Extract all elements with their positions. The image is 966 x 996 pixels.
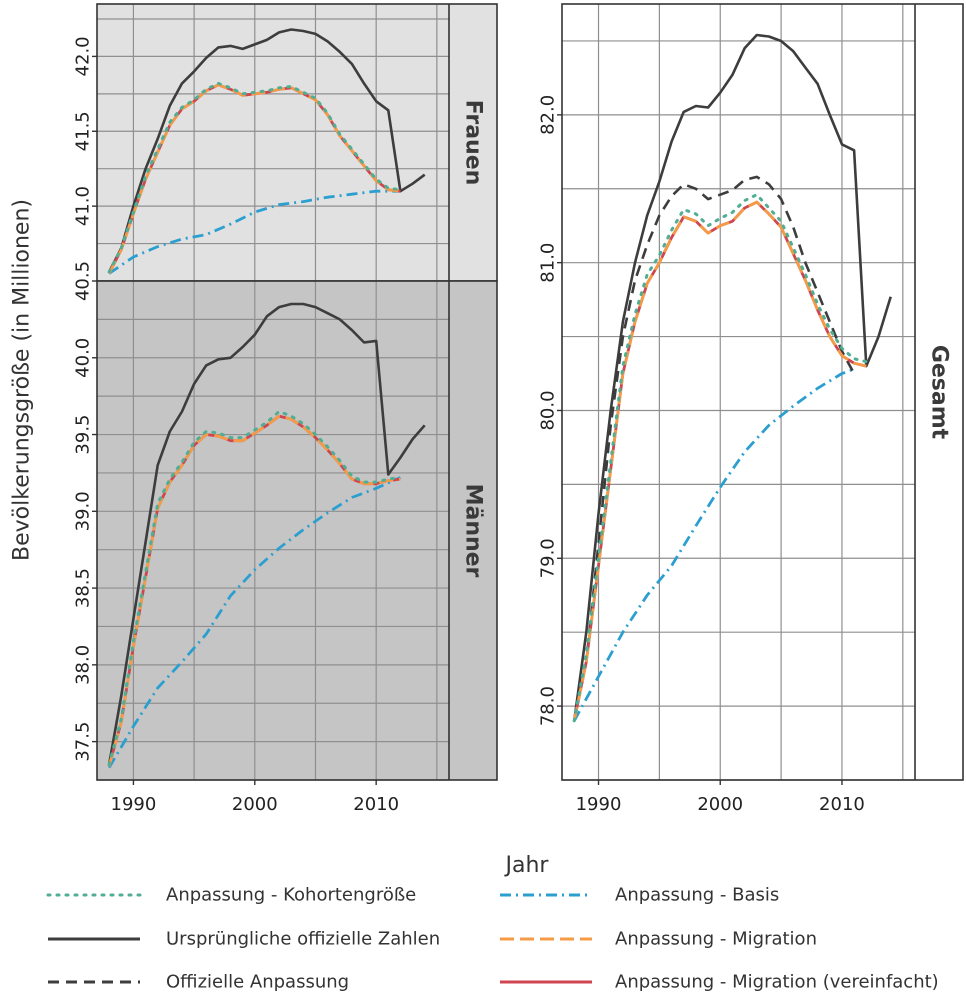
panel-frame xyxy=(561,3,964,781)
y-tick-label: 38.0 xyxy=(73,645,94,685)
y-tick-label: 41.5 xyxy=(73,111,94,151)
x-tick-label: 2010 xyxy=(819,794,865,815)
panel-frauen: Frauen 40.5 41.0 41.5 42.0 xyxy=(73,3,498,301)
panel-strip-background xyxy=(449,4,497,281)
x-tick-label: 1990 xyxy=(576,794,622,815)
y-axis-title: Bevölkerungsgröße (in Millionen) xyxy=(10,199,35,561)
x-tick-label: 1990 xyxy=(111,794,157,815)
x-tick-label: 2010 xyxy=(353,794,399,815)
y-tick-label: 40.5 xyxy=(73,261,94,301)
y-tick-label: 41.0 xyxy=(73,186,94,226)
series-line-orig xyxy=(572,33,892,722)
series-line-basis xyxy=(107,476,401,769)
panel-gesamt: Gesamt 78.0 79.0 80.0 81.0 82.0 1990 2000 2010 xyxy=(538,3,964,815)
y-tick-label: 79.0 xyxy=(538,538,559,578)
x-tick-label: 2000 xyxy=(697,794,743,815)
y-tick-label: 82.0 xyxy=(538,95,559,135)
strip-label-männer: Männer xyxy=(461,484,486,578)
series-line-migr xyxy=(107,83,401,275)
x-tick-label: 2000 xyxy=(232,794,278,815)
series-line-orig xyxy=(107,302,426,765)
series-line-orig xyxy=(107,28,426,273)
y-tick-label: 80.0 xyxy=(538,390,559,430)
panel-background xyxy=(97,4,449,281)
y-tick-label: 39.0 xyxy=(73,491,94,531)
series-line-kohort xyxy=(107,81,402,274)
y-tick-label: 40.0 xyxy=(73,338,94,378)
y-tick-label: 39.5 xyxy=(73,414,94,454)
legend: Anpassung - Kohortengröße Anpassung - Bas… xyxy=(46,885,939,993)
panel-männer: Männer 37.5 38.0 38.5 39.0 39.5 40.0 1990 2000 20… xyxy=(73,280,498,815)
panel-background xyxy=(97,281,449,780)
y-tick-label: 81.0 xyxy=(538,243,559,283)
legend-label-orig: Ursprüngliche offizielle Zahlen xyxy=(166,929,440,950)
y-tick-label: 38.5 xyxy=(73,568,94,608)
y-tick-label: 42.0 xyxy=(73,36,94,76)
y-tick-label: 78.0 xyxy=(538,686,559,726)
panel-frame xyxy=(96,280,498,781)
x-axis-title: Jahr xyxy=(504,853,550,878)
y-tick-label: 37.5 xyxy=(73,722,94,762)
series-line-basis xyxy=(572,367,855,722)
legend-label-offanp: Offizielle Anpassung xyxy=(166,972,349,993)
legend-label-basis: Anpassung - Basis xyxy=(615,885,779,906)
panel-strip-background xyxy=(449,281,497,780)
series-line-offanp xyxy=(572,175,856,722)
strip-label-frauen: Frauen xyxy=(461,100,486,186)
series-line-basis xyxy=(108,189,401,275)
series-line-kohort xyxy=(107,410,402,767)
legend-label-migr: Anpassung - Migration xyxy=(615,929,817,950)
legend-label-kohort: Anpassung - Kohortengröße xyxy=(166,885,416,906)
strip-label-gesamt: Gesamt xyxy=(927,345,952,440)
panel-strip-background xyxy=(915,4,963,780)
legend-label-migrv: Anpassung - Migration (vereinfacht) xyxy=(615,972,939,993)
